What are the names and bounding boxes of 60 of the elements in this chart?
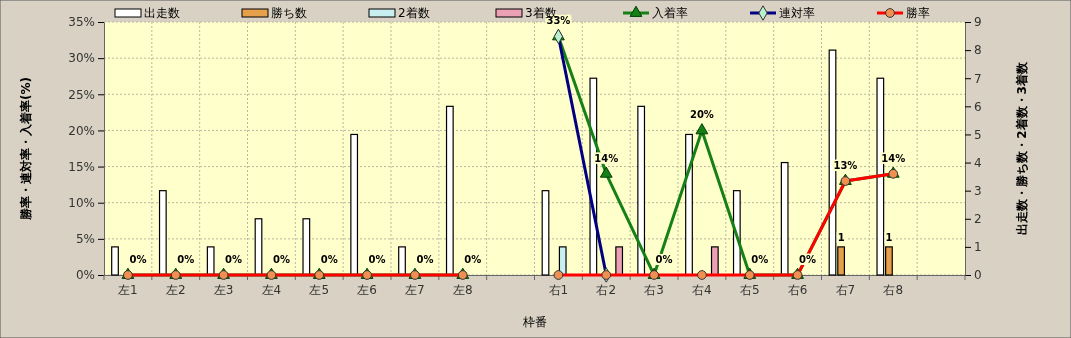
data-label: 0% bbox=[416, 254, 434, 265]
y2-tick-label: 0 bbox=[974, 268, 982, 283]
legend-label: 勝ち数 bbox=[271, 6, 307, 20]
legend-label: 連対率 bbox=[779, 6, 815, 20]
y-tick-label: 15% bbox=[68, 159, 95, 174]
data-label: 14% bbox=[594, 152, 619, 164]
x-tick-label: 左1 bbox=[118, 282, 138, 297]
legend-label: 出走数 bbox=[144, 6, 180, 20]
data-label: 0% bbox=[272, 254, 290, 265]
data-label: 0% bbox=[751, 254, 769, 265]
y2-axis-title: 出走数・勝ち数・2着数・3着数 bbox=[1015, 61, 1029, 235]
x-tick-label: 右3 bbox=[644, 282, 664, 297]
x-tick-label: 右4 bbox=[692, 282, 712, 297]
x-tick-label: 左2 bbox=[165, 282, 186, 297]
y-tick-label: 5% bbox=[75, 232, 95, 247]
legend-label: 入着率 bbox=[652, 6, 688, 20]
data-label: 13% bbox=[833, 160, 858, 172]
x-tick-label: 左6 bbox=[357, 282, 377, 297]
x-tick-label: 左4 bbox=[261, 282, 282, 297]
x-tick-label: 右8 bbox=[883, 282, 904, 297]
y2-tick-label: 3 bbox=[974, 184, 982, 199]
data-label: 1 bbox=[885, 231, 893, 243]
x-tick-label: 右6 bbox=[787, 282, 808, 297]
y-tick-label: 30% bbox=[68, 51, 95, 66]
legend-label: 2着数 bbox=[398, 6, 430, 20]
x-tick-label: 左8 bbox=[452, 282, 473, 297]
data-label: 0% bbox=[368, 254, 386, 265]
data-label: 0% bbox=[799, 254, 817, 265]
y2-tick-label: 2 bbox=[974, 212, 982, 227]
y2-tick-label: 6 bbox=[974, 99, 982, 114]
x-tick-label: 右5 bbox=[739, 282, 760, 297]
y2-tick-label: 1 bbox=[974, 240, 982, 255]
y2-tick-label: 8 bbox=[974, 43, 982, 58]
legend-label: 勝率 bbox=[906, 6, 930, 20]
x-axis-title: 枠番 bbox=[521, 315, 547, 329]
data-label: 0% bbox=[177, 254, 195, 265]
x-tick-label: 右1 bbox=[548, 282, 569, 297]
y-tick-label: 35% bbox=[68, 15, 95, 30]
x-tick-label: 右7 bbox=[835, 282, 856, 297]
data-label: 0% bbox=[655, 254, 673, 265]
y-tick-label: 25% bbox=[68, 87, 95, 102]
y-tick-label: 0% bbox=[75, 268, 95, 283]
y-axis-title: 勝率・連対率・入着率(%) bbox=[19, 77, 33, 221]
y2-tick-label: 9 bbox=[974, 15, 982, 30]
x-tick-label: 左5 bbox=[309, 282, 330, 297]
data-label: 1 bbox=[837, 231, 845, 243]
data-label: 0% bbox=[464, 254, 482, 265]
x-tick-label: 左7 bbox=[405, 282, 425, 297]
y-tick-label: 20% bbox=[68, 123, 95, 138]
data-label: 20% bbox=[689, 109, 714, 121]
y2-tick-label: 4 bbox=[974, 155, 982, 170]
y2-tick-label: 7 bbox=[974, 71, 982, 86]
data-label: 0% bbox=[129, 254, 147, 265]
x-tick-label: 右2 bbox=[596, 282, 617, 297]
y-tick-label: 10% bbox=[68, 196, 95, 211]
data-label: 14% bbox=[881, 152, 906, 164]
data-label: 0% bbox=[225, 254, 243, 265]
y2-tick-label: 5 bbox=[974, 127, 982, 142]
x-tick-label: 左3 bbox=[213, 282, 234, 297]
data-label: 0% bbox=[320, 254, 338, 265]
